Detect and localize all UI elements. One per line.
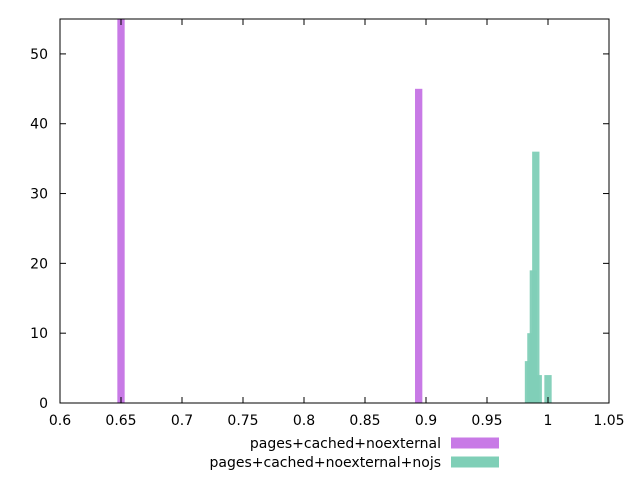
y-tick-label-1: 10 bbox=[30, 326, 48, 342]
y-tick-label-4: 40 bbox=[30, 117, 48, 133]
bar-s1-5 bbox=[544, 375, 552, 403]
bar-s1-3 bbox=[532, 151, 540, 403]
legend-swatch-0 bbox=[451, 437, 499, 449]
axis-ticks: 0.6 0.65 0.7 0.75 0.8 0.85 0.9 0.95 1 1.05 0 10 20 30… bbox=[30, 19, 625, 429]
x-tick-label-1: 0.65 bbox=[105, 413, 136, 429]
y-tick-label-3: 30 bbox=[30, 187, 48, 203]
bar-s0-1 bbox=[415, 88, 423, 404]
legend: pages+cached+noexternal pages+cached+noex… bbox=[210, 436, 499, 471]
bar-s0-0 bbox=[117, 19, 125, 403]
x-tick-label-7: 0.95 bbox=[471, 413, 502, 429]
legend-label-0: pages+cached+noexternal bbox=[250, 436, 441, 452]
plot-frame bbox=[59, 18, 610, 404]
x-tick-label-8: 1 bbox=[544, 413, 553, 429]
x-tick-label-5: 0.85 bbox=[349, 413, 380, 429]
legend-swatch-1 bbox=[451, 456, 499, 468]
bars-layer bbox=[117, 19, 552, 404]
x-tick-label-2: 0.7 bbox=[171, 413, 193, 429]
legend-label-1: pages+cached+noexternal+nojs bbox=[210, 455, 441, 471]
x-tick-label-6: 0.9 bbox=[415, 413, 437, 429]
y-tick-label-0: 0 bbox=[39, 396, 48, 412]
x-tick-label-0: 0.6 bbox=[49, 413, 71, 429]
x-tick-label-9: 1.05 bbox=[593, 413, 624, 429]
x-tick-label-3: 0.75 bbox=[227, 413, 258, 429]
y-tick-label-5: 50 bbox=[30, 47, 48, 63]
y-tick-label-2: 20 bbox=[30, 256, 48, 272]
bar-s1-4 bbox=[534, 375, 542, 403]
x-tick-label-4: 0.8 bbox=[293, 413, 315, 429]
